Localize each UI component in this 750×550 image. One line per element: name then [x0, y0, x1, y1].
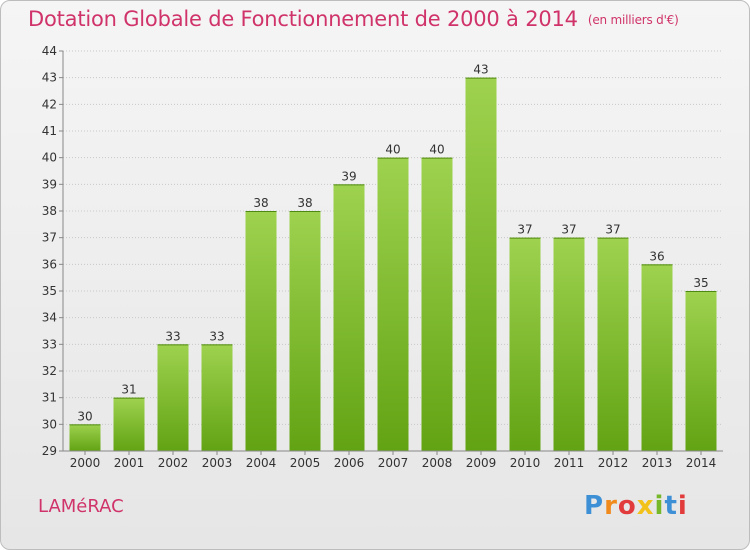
bar	[377, 157, 409, 451]
y-tick-label: 40	[42, 151, 57, 165]
x-tick-label: 2008	[422, 456, 453, 470]
logo-letter: t	[664, 491, 678, 521]
y-tick-label: 32	[42, 364, 57, 378]
x-tick-label: 2011	[554, 456, 585, 470]
data-label: 31	[121, 383, 136, 397]
bar	[333, 184, 365, 452]
logo-letter: i	[677, 491, 688, 521]
y-tick-label: 30	[42, 417, 57, 431]
y-tick-label: 41	[42, 124, 57, 138]
x-tick-label: 2004	[246, 456, 277, 470]
bar	[69, 424, 101, 451]
y-tick-label: 35	[42, 284, 57, 298]
y-tick-label: 37	[42, 231, 57, 245]
bar	[465, 77, 497, 452]
logo-letter: P	[584, 491, 605, 521]
data-label: 40	[429, 143, 444, 157]
proxiti-logo: Proxiti	[584, 491, 688, 521]
x-tick-label: 2007	[378, 456, 409, 470]
bar	[421, 157, 453, 451]
bar	[157, 344, 189, 451]
x-tick-label: 2012	[598, 456, 629, 470]
y-tick-label: 38	[42, 204, 57, 218]
y-tick-label: 34	[42, 311, 57, 325]
x-tick-label: 2001	[114, 456, 145, 470]
y-tick-label: 31	[42, 391, 57, 405]
chart-title: Dotation Globale de Fonctionnement de 20…	[28, 7, 679, 31]
logo-letter: i	[654, 491, 665, 521]
data-label: 33	[165, 329, 180, 343]
data-label: 38	[297, 196, 312, 210]
bar	[685, 291, 717, 451]
y-tick-label: 44	[42, 44, 57, 58]
data-label: 33	[209, 329, 224, 343]
logo-letter: o	[617, 491, 637, 521]
data-label: 37	[517, 223, 532, 237]
bar	[201, 344, 233, 451]
data-label: 39	[341, 169, 356, 183]
x-tick-label: 2014	[686, 456, 717, 470]
y-tick-label: 39	[42, 177, 57, 191]
chart-title-text: Dotation Globale de Fonctionnement de 20…	[28, 7, 578, 31]
y-tick-label: 42	[42, 97, 57, 111]
data-label: 37	[605, 223, 620, 237]
bar	[245, 211, 277, 451]
data-label: 40	[385, 143, 400, 157]
data-label: 38	[253, 196, 268, 210]
data-label: 30	[77, 409, 92, 423]
data-label: 43	[473, 63, 488, 77]
commune-name: LAMéRAC	[38, 496, 124, 517]
data-label: 35	[693, 276, 708, 290]
bar	[597, 237, 629, 451]
y-tick-label: 29	[42, 444, 57, 458]
bar	[509, 237, 541, 451]
x-tick-label: 2002	[158, 456, 189, 470]
data-label: 36	[649, 249, 664, 263]
y-tick-label: 43	[42, 71, 57, 85]
bar	[641, 264, 673, 451]
bar	[113, 397, 145, 451]
y-tick-label: 33	[42, 337, 57, 351]
x-tick-label: 2005	[290, 456, 321, 470]
x-tick-label: 2000	[70, 456, 101, 470]
data-label: 37	[561, 223, 576, 237]
x-tick-label: 2003	[202, 456, 233, 470]
logo-letter: x	[636, 491, 655, 521]
x-tick-label: 2013	[642, 456, 673, 470]
chart-subtitle: (en milliers d'€)	[587, 13, 679, 27]
x-tick-label: 2009	[466, 456, 497, 470]
logo-letter: r	[604, 491, 618, 521]
bar	[289, 211, 321, 451]
x-tick-label: 2006	[334, 456, 365, 470]
x-tick-label: 2010	[510, 456, 541, 470]
y-tick-label: 36	[42, 257, 57, 271]
bar	[553, 237, 585, 451]
